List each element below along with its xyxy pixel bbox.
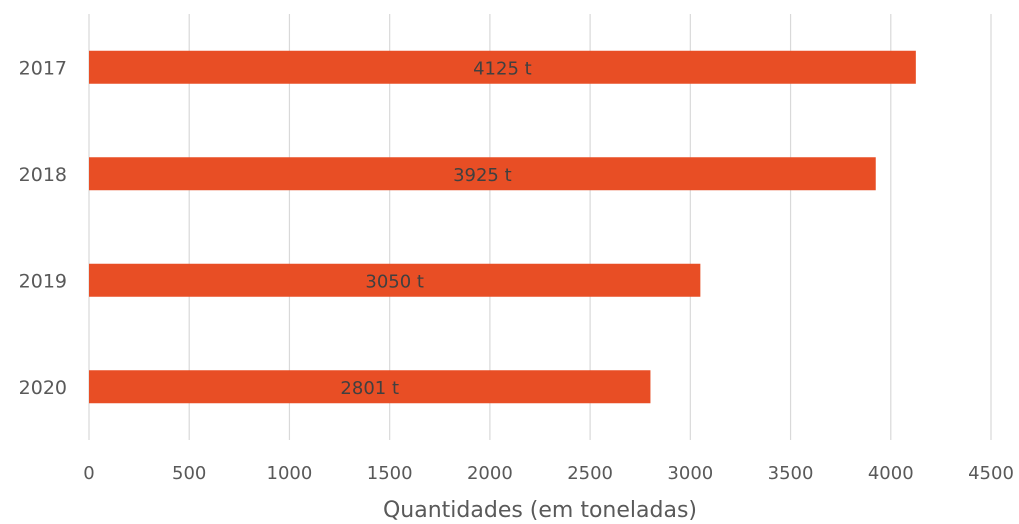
y-tick-label: 2019 (19, 270, 67, 292)
x-tick-label: 1000 (267, 463, 313, 484)
x-tick-label: 500 (172, 463, 206, 484)
x-axis-title: Quantidades (em toneladas) (383, 498, 697, 523)
x-tick-label: 4000 (868, 463, 914, 484)
x-tick-label: 4500 (968, 463, 1014, 484)
y-tick-label: 2018 (19, 164, 67, 186)
x-tick-label: 3000 (667, 463, 713, 484)
x-tick-label: 1500 (367, 463, 413, 484)
x-tick-label: 2000 (467, 463, 513, 484)
y-tick-label: 2017 (19, 57, 67, 79)
y-tick-label: 2020 (19, 377, 67, 399)
bar-2017 (89, 50, 916, 84)
bar-series (89, 50, 916, 404)
data-labels: 4125 t 3925 t 3050 t 2801 t (340, 58, 531, 399)
bar-2018 (89, 157, 876, 191)
x-axis-tick-labels: 0 500 1000 1500 2000 2500 3000 3500 4000 4500 (83, 463, 1014, 484)
data-label-2018: 3925 t (453, 165, 512, 186)
x-tick-label: 2500 (567, 463, 613, 484)
bar-2020 (89, 370, 651, 404)
data-label-2019: 3050 t (365, 271, 424, 292)
data-label-2017: 4125 t (473, 58, 532, 79)
grid-lines (88, 14, 992, 440)
data-label-2020: 2801 t (340, 378, 399, 399)
x-tick-label: 3500 (768, 463, 814, 484)
y-axis-tick-labels: 2017 2018 2019 2020 (19, 57, 67, 399)
x-tick-label: 0 (83, 463, 94, 484)
bar-2019 (89, 263, 701, 297)
